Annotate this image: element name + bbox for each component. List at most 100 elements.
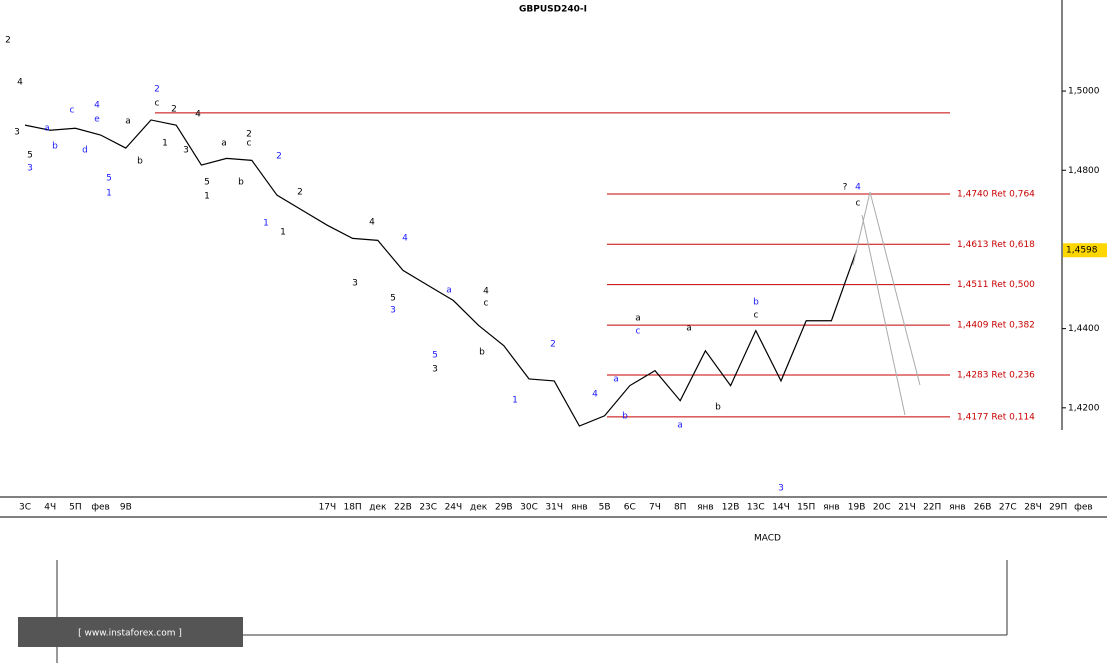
y-tick-label: 1,4400 <box>1068 324 1100 334</box>
wave-label: a <box>44 124 50 134</box>
wave-label: a <box>446 286 452 296</box>
wave-label: 3 <box>352 279 358 289</box>
x-tick-label: 13С <box>747 503 765 513</box>
wave-label: 5 <box>390 294 396 304</box>
x-tick-label: 23С <box>419 503 437 513</box>
y-tick-label: 1,4200 <box>1068 403 1100 413</box>
wave-label: a <box>125 117 131 127</box>
x-tick-label: 6С <box>624 503 636 513</box>
x-tick-label: 22П <box>923 503 941 513</box>
wave-label: 1 <box>512 396 518 406</box>
price-label: 1,4598 <box>1066 246 1098 256</box>
x-tick-label: 17Ч <box>319 503 337 513</box>
x-tick-label: 29П <box>1049 503 1067 513</box>
level-label: 1,4177 Ret 0,114 <box>957 412 1035 422</box>
wave-label: 3 <box>183 146 189 156</box>
wave-label: d <box>82 146 88 156</box>
x-tick-label: 24Ч <box>445 503 463 513</box>
wave-label: b <box>238 178 244 188</box>
x-tick-label: дек <box>369 503 387 513</box>
x-tick-label: 21Ч <box>898 503 916 513</box>
price-box <box>1063 243 1107 258</box>
x-tick-label: янв <box>697 503 714 513</box>
wave-label: 1 <box>204 192 210 202</box>
wave-label: 1 <box>162 139 168 149</box>
x-tick-label: янв <box>571 503 588 513</box>
wave-label: b <box>753 298 759 308</box>
x-tick-label: 18П <box>343 503 361 513</box>
level-label: 1,4409 Ret 0,382 <box>957 321 1035 331</box>
x-tick-label: янв <box>949 503 966 513</box>
forecast <box>852 191 921 416</box>
wave-label: 3 <box>390 306 396 316</box>
x-tick-label: 9В <box>120 503 132 513</box>
wave-label: 4 <box>195 110 201 120</box>
x-tick-label: 27С <box>999 503 1017 513</box>
wave-label: b <box>479 348 485 358</box>
wave-label: b <box>137 157 143 167</box>
x-tick-label: 20С <box>873 503 891 513</box>
x-tick-label: 5В <box>599 503 611 513</box>
wave-label: b <box>622 412 628 422</box>
x-tick-label: 19В <box>848 503 866 513</box>
wave-label: 5 <box>204 178 210 188</box>
level-label: 1,4283 Ret 0,236 <box>957 370 1035 380</box>
wave-label: 5 <box>27 151 33 161</box>
x-tick-label: дек <box>470 503 488 513</box>
x-tick-label: 30С <box>520 503 538 513</box>
x-tick-label: 31Ч <box>545 503 563 513</box>
wave-label: 2 <box>171 105 177 115</box>
wave-label: e <box>94 115 100 125</box>
wave-label: a <box>677 421 683 431</box>
wave-label: 4 <box>402 234 408 244</box>
wave-label: 4 <box>17 78 23 88</box>
x-tick-label: фев <box>91 503 110 513</box>
wave-label: ? <box>843 183 848 193</box>
wave-label: a <box>221 139 227 149</box>
wave-label: c <box>155 99 160 109</box>
x-tick-label: 7Ч <box>649 503 661 513</box>
x-tick-label: 29В <box>495 503 513 513</box>
wave-label: 1 <box>263 219 269 229</box>
indicator-label: MACD <box>754 534 781 544</box>
wave-label: 1 <box>280 228 286 238</box>
y-tick-label: 1,4800 <box>1068 166 1100 176</box>
watermark-box <box>18 617 243 647</box>
wave-label: a <box>635 314 641 324</box>
wave-label: c <box>754 311 759 321</box>
wave-label: 2 <box>297 188 303 198</box>
x-tick-label: 28Ч <box>1024 503 1042 513</box>
wave-label: 4 <box>855 183 861 193</box>
x-tick-label: 14Ч <box>772 503 790 513</box>
wave-label: 3 <box>14 128 20 138</box>
level-label: 1,4511 Ret 0,500 <box>957 280 1035 290</box>
wave-label: 5 <box>106 174 112 184</box>
x-tick-label: 5П <box>69 503 82 513</box>
x-tick-label: 26В <box>974 503 992 513</box>
wave-label: 1 <box>106 189 112 199</box>
wave-label: 4 <box>483 287 489 297</box>
wave-label: c <box>484 299 489 309</box>
y-tick-label: 1,5000 <box>1068 87 1100 97</box>
wave-label: 2 <box>154 85 160 95</box>
wave-label: 5 <box>432 351 438 361</box>
x-tick-label: 3С <box>19 503 31 513</box>
price-line <box>24 119 858 427</box>
wave-label: 2 <box>246 130 252 140</box>
watermark: [ www.instaforex.com ] <box>78 629 182 639</box>
wave-label: b <box>715 403 721 413</box>
x-tick-label: янв <box>823 503 840 513</box>
wave-label: 3 <box>432 365 438 375</box>
wave-label: 4 <box>592 390 598 400</box>
wave-label: 2 <box>276 152 282 162</box>
wave-label: a <box>686 324 692 334</box>
wave-label: 3 <box>27 164 33 174</box>
wave-label: 4 <box>369 218 375 228</box>
wave-label: 2 <box>5 36 11 46</box>
x-tick-label: 22В <box>394 503 412 513</box>
level-label: 1,4613 Ret 0,618 <box>957 240 1035 250</box>
level-label: 1,4740 Ret 0,764 <box>957 190 1035 200</box>
wave-label: 2 <box>550 340 556 350</box>
x-tick-label: фев <box>1074 503 1093 513</box>
wave-label: b <box>52 142 58 152</box>
